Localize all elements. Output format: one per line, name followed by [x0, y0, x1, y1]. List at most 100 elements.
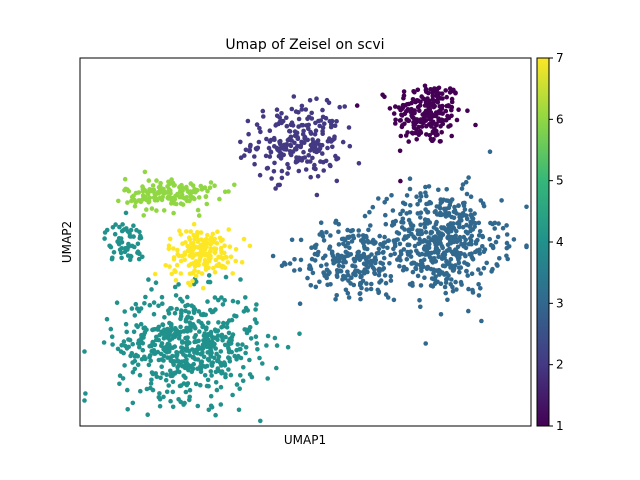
cell-point [478, 286, 483, 291]
cell-point [444, 276, 450, 281]
cell-point [205, 357, 211, 362]
cell-point [383, 292, 389, 297]
cell-point [258, 418, 263, 424]
cell-point [411, 234, 416, 239]
cell-point [192, 339, 197, 345]
x-axis-label: UMAP1 [284, 433, 326, 447]
cell-point [438, 281, 444, 287]
cell-point [236, 407, 242, 413]
cell-point [312, 132, 318, 137]
cell-point [161, 191, 167, 196]
cell-point [190, 278, 195, 284]
cell-point [332, 123, 338, 128]
cell-point [204, 325, 209, 331]
cell-point [354, 255, 360, 261]
cell-point [174, 350, 179, 355]
cell-point [399, 112, 404, 118]
cell-point [314, 96, 319, 101]
cell-point [341, 241, 346, 247]
cell-point [196, 345, 202, 350]
cell-point [184, 186, 189, 191]
cell-point [245, 118, 251, 124]
cell-point [213, 369, 219, 375]
cell-point [267, 154, 273, 159]
cell-point [451, 221, 456, 226]
cell-point [187, 387, 193, 393]
cell-point [406, 228, 412, 234]
cell-point [345, 269, 350, 275]
cell-point [183, 319, 189, 324]
cell-point [197, 329, 202, 334]
cell-point [147, 195, 153, 201]
cell-point [238, 277, 243, 282]
cell-point [334, 274, 340, 280]
cell-point [383, 212, 388, 218]
cell-point [123, 210, 129, 216]
cell-point [433, 221, 439, 227]
cell-point [449, 133, 455, 139]
cell-point [188, 282, 193, 288]
cell-point [212, 270, 218, 275]
cell-point [490, 243, 496, 249]
cell-point [343, 259, 349, 265]
cell-point [470, 216, 476, 221]
cell-point [152, 342, 158, 348]
cell-point [428, 121, 433, 127]
cell-point [320, 129, 325, 134]
cell-point [433, 259, 438, 264]
cell-point [413, 266, 419, 272]
cell-point [198, 382, 203, 388]
cell-point [186, 348, 192, 354]
cell-point [260, 361, 265, 366]
cell-point [263, 153, 269, 159]
cell-point [206, 320, 211, 326]
cell-point [333, 218, 339, 224]
cell-point [449, 277, 454, 282]
scatter-points [82, 83, 529, 424]
cell-point [329, 118, 335, 124]
cell-point [464, 191, 470, 197]
cell-point [427, 133, 433, 138]
cell-point [240, 378, 246, 384]
cell-point [184, 357, 189, 362]
cell-point [230, 298, 236, 304]
cell-point [372, 255, 378, 260]
cell-point [301, 128, 306, 134]
cell-point [361, 261, 367, 267]
cell-point [341, 273, 346, 279]
cell-point [226, 227, 231, 232]
cell-point [120, 222, 125, 227]
cell-point [196, 262, 201, 268]
colorbar-tick-label: 6 [556, 112, 564, 126]
cell-point [472, 211, 477, 216]
cell-point [397, 263, 402, 269]
cell-point [193, 325, 198, 331]
cell-point [110, 225, 116, 230]
cell-point [438, 197, 444, 202]
cell-point [260, 108, 266, 114]
cell-point [346, 125, 352, 130]
cell-point [184, 342, 190, 348]
cell-point [205, 188, 210, 194]
cell-point [205, 232, 210, 238]
cell-point [171, 246, 176, 251]
cell-point [121, 339, 127, 344]
cell-point [431, 267, 437, 273]
cell-point [382, 240, 388, 245]
cell-point [461, 234, 467, 240]
cell-point [127, 257, 133, 263]
cell-point [147, 302, 153, 308]
cell-point [381, 249, 386, 255]
cell-point [457, 252, 463, 257]
colorbar-tick-label: 7 [556, 51, 564, 65]
cell-point [468, 194, 474, 199]
cell-point [163, 263, 168, 268]
cell-point [160, 301, 165, 307]
cell-point [417, 236, 422, 242]
cell-point [147, 353, 153, 358]
cell-point [402, 201, 408, 207]
colorbar-tick-label: 5 [556, 174, 564, 188]
cell-point [299, 107, 305, 112]
cell-point [173, 293, 179, 298]
cell-point [249, 374, 255, 380]
